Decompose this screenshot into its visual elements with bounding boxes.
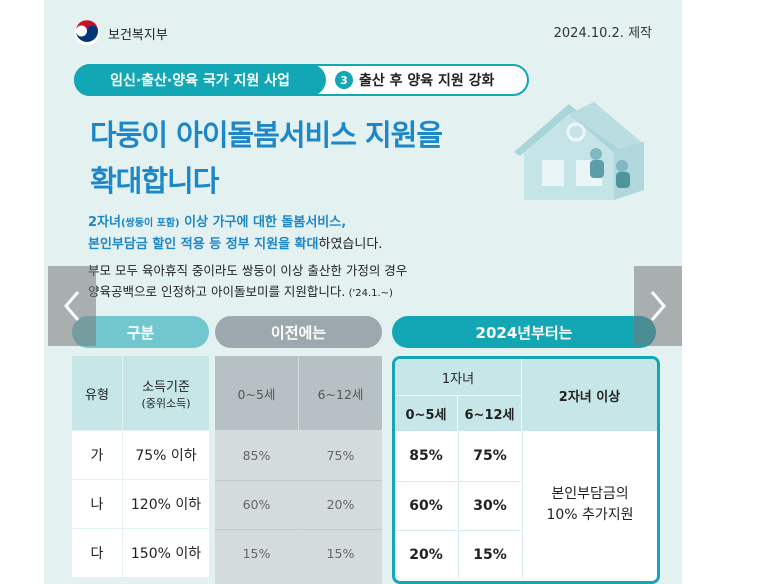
- program-label: 임신·출산·양육 국가 지원 사업: [74, 64, 326, 96]
- benefit-line1: 본인부담금의: [551, 486, 629, 502]
- new-value: 20%: [395, 530, 457, 578]
- taegeuk-logo-icon: [73, 19, 101, 47]
- prev-value: 15%: [215, 529, 298, 577]
- prev-value: 20%: [299, 480, 382, 528]
- two-plus-header: 2자녀 이상: [522, 359, 657, 431]
- topic-label: 출산 후 양육 지원 강화: [359, 73, 495, 89]
- new-value: 30%: [458, 481, 521, 529]
- desc-line1: 부모 모두 육아휴직 중이라도 쌍둥이 이상 출산한 가정의 경우: [88, 263, 408, 278]
- carousel-next-button[interactable]: [634, 266, 682, 346]
- program-banner: 임신·출산·양육 국가 지원 사업 3 출산 후 양육 지원 강화: [74, 64, 529, 96]
- new-value: 85%: [395, 432, 457, 480]
- prev-value: 85%: [215, 431, 298, 479]
- headline-line2: 확대합니다: [90, 164, 219, 198]
- new-value: 75%: [458, 432, 521, 480]
- lead-part1-note: (쌍둥이 포함): [120, 218, 180, 229]
- lead-part2: 이상 가구에 대한 돌봄서비스,: [179, 215, 347, 230]
- prev-age-header: 0~5세: [215, 356, 298, 430]
- desc-line2: 양육공백으로 인정하고 아이돌보미를 지원합니다.: [88, 284, 346, 299]
- new-age-header: 0~5세: [395, 396, 457, 431]
- prev-age-header: 6~12세: [299, 356, 382, 430]
- row-income: 150% 이하: [123, 529, 209, 577]
- column-header-previous: 이전에는: [215, 316, 382, 348]
- lead-part1: 2자녀: [88, 215, 121, 230]
- row-type: 가: [72, 431, 122, 479]
- lead-part4: 하였습니다.: [318, 237, 383, 252]
- headline: 다둥이 아이돌봄서비스 지원을 확대합니다: [90, 112, 443, 204]
- chevron-left-icon: [64, 291, 80, 321]
- type-header: 유형: [72, 356, 122, 430]
- two-plus-benefit: 본인부담금의 10% 추가지원: [522, 432, 657, 578]
- ministry-name: 보건복지부: [108, 27, 168, 43]
- house-illustration-icon: [514, 102, 644, 200]
- previous-table: 0~5세 6~12세 85% 75% 60% 20% 15% 15%: [215, 356, 382, 584]
- row-type: 다: [72, 529, 122, 577]
- new-age-header: 6~12세: [458, 396, 521, 431]
- income-header-label: 소득기준: [142, 379, 190, 395]
- income-header: 소득기준 (중위소득): [123, 356, 209, 430]
- carousel-prev-button[interactable]: [48, 266, 96, 346]
- new-value: 60%: [395, 481, 457, 529]
- column-header-2024: 2024년부터는: [392, 316, 656, 348]
- prev-value: 60%: [215, 480, 298, 528]
- topic-number-badge: 3: [335, 71, 353, 89]
- income-header-sub: (중위소득): [141, 396, 191, 410]
- desc-note: ('24.1.~): [345, 288, 393, 299]
- lead-part3: 본인부담금 할인 적용 등 정부 지원을 확대: [88, 237, 319, 252]
- infographic-card: 보건복지부 2024.10.2. 제작 임신·출산·양육 국가 지원 사업 3 …: [44, 0, 682, 584]
- row-type: 나: [72, 480, 122, 528]
- row-income: 120% 이하: [123, 480, 209, 528]
- production-date: 2024.10.2. 제작: [553, 26, 652, 41]
- benefit-line2: 10% 추가지원: [546, 507, 634, 523]
- new-value: 15%: [458, 530, 521, 578]
- headline-line1: 다둥이 아이돌봄서비스 지원을: [90, 118, 443, 152]
- chevron-right-icon: [650, 291, 666, 321]
- lead-text: 2자녀(쌍둥이 포함) 이상 가구에 대한 돌봄서비스, 본인부담금 할인 적용…: [88, 212, 382, 255]
- prev-value: 75%: [299, 431, 382, 479]
- ministry-brand: 보건복지부: [72, 18, 168, 48]
- category-table: 유형 소득기준 (중위소득) 가 75% 이하 나 120% 이하 다 150%…: [72, 356, 209, 584]
- description: 부모 모두 육아휴직 중이라도 쌍둥이 이상 출산한 가정의 경우 양육공백으로…: [88, 260, 407, 304]
- new-policy-table: 1자녀 0~5세 6~12세 2자녀 이상 85% 75% 60% 30% 20…: [392, 356, 660, 584]
- prev-value: 15%: [299, 529, 382, 577]
- one-child-header: 1자녀: [395, 359, 521, 395]
- row-income: 75% 이하: [123, 431, 209, 479]
